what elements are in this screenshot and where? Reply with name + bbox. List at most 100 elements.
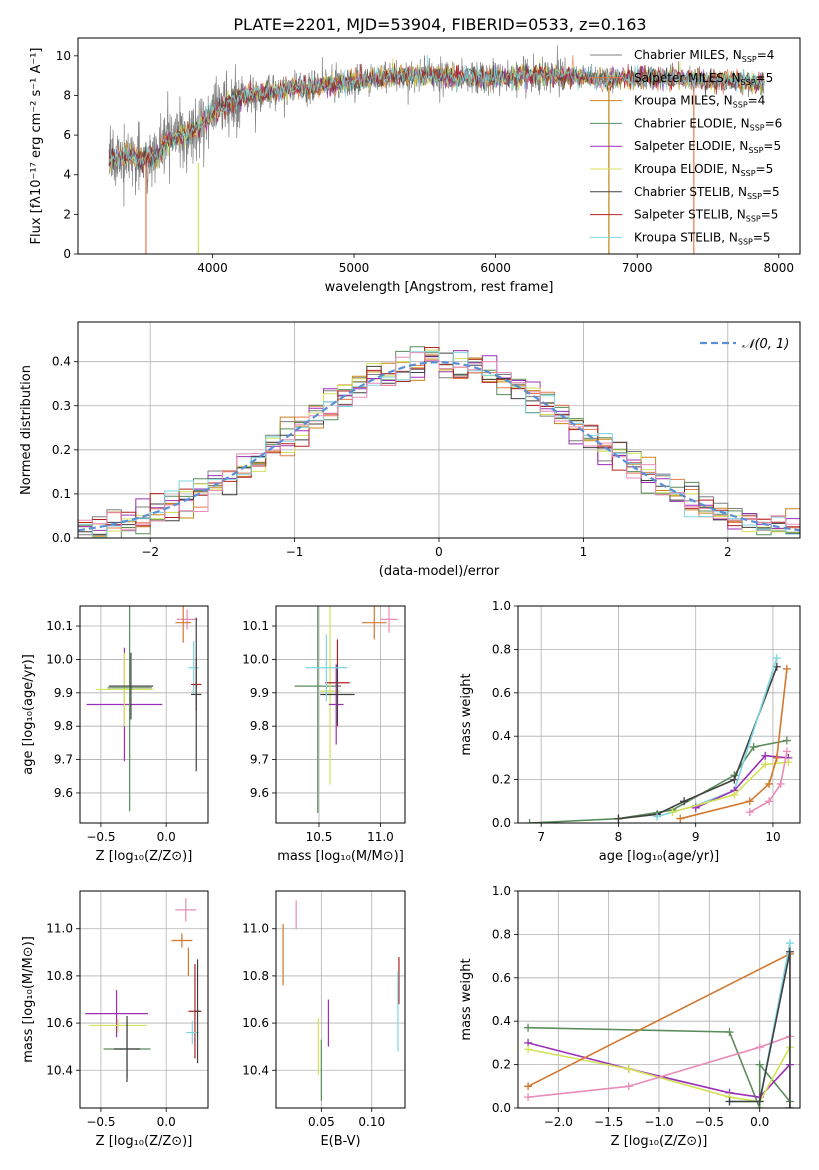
x-tick-label: 10.5	[306, 830, 333, 844]
x-axis-label: Z [log₁₀(Z/Z⊙)]	[96, 849, 193, 864]
series-marker	[725, 1097, 734, 1106]
data-point	[175, 898, 197, 922]
x-tick-label: 0.0	[157, 1115, 176, 1129]
series-marker	[745, 808, 754, 817]
y-tick-label: 9.6	[250, 786, 269, 800]
legend-entry: Chabrier ELODIE, NSSP=6	[634, 116, 782, 132]
series-marker	[782, 736, 791, 745]
y-tick-label: 0.0	[492, 816, 511, 830]
legend-suffix: =6	[765, 116, 783, 130]
legend-entry: Kroupa ELODIE, NSSP=5	[634, 162, 773, 178]
plot-area	[78, 346, 800, 538]
data-point	[191, 617, 202, 772]
x-tick-label: 2	[724, 545, 732, 559]
series-marker	[524, 1045, 533, 1054]
series-marker	[765, 797, 774, 806]
data-point	[176, 609, 198, 630]
x-axis-label: age [log₁₀(age/yr)]	[599, 849, 720, 864]
y-tick-label: 8	[63, 88, 71, 102]
data-point	[185, 1020, 199, 1045]
data-point	[89, 1018, 147, 1033]
y-tick-label: 9.9	[250, 686, 269, 700]
data-point	[194, 959, 201, 1064]
plot-area	[524, 939, 794, 1108]
axes-frame	[79, 605, 209, 824]
series-marker	[782, 664, 791, 673]
legend-label: Salpeter STELIB, N	[634, 208, 746, 222]
legend-label: Chabrier STELIB, N	[634, 185, 747, 199]
y-tick-label: 0	[63, 247, 71, 261]
model-spectrum-salpeter-stelib	[108, 62, 765, 174]
x-tick-label: 1	[580, 545, 588, 559]
x-axis-label: (data-model)/error	[379, 564, 500, 579]
y-tick-label: 10.0	[242, 652, 269, 666]
x-tick-label: 6000	[480, 261, 511, 275]
series-marker	[614, 814, 623, 823]
x-tick-label: 4000	[197, 261, 228, 275]
y-axis-label: mass weight	[459, 673, 474, 755]
data-point	[328, 664, 344, 745]
axes-frame	[275, 605, 406, 824]
y-tick-label: 1.0	[492, 884, 511, 898]
series-marker	[772, 753, 781, 762]
x-axis-label: mass [log₁₀(M/M⊙)]	[277, 849, 404, 864]
panel-mass_vs_Z: −0.5 0.0 10.4 10.6 10.8 11.0 Z [log₁₀(Z/Z⊙)] ma…	[21, 890, 209, 1149]
y-tick-label: 9.7	[250, 753, 269, 767]
y-tick-label: 10.8	[242, 969, 269, 983]
y-axis-label: Normed distribution	[19, 365, 34, 495]
x-tick-label: 7	[537, 830, 545, 844]
y-axis-label: mass weight	[459, 958, 474, 1040]
data-point	[380, 606, 398, 633]
y-tick-label: 10.8	[46, 969, 73, 983]
x-tick-label: 0.0	[750, 1115, 769, 1129]
axes-frame	[517, 890, 801, 1109]
x-tick-label: −2.0	[544, 1115, 573, 1129]
x-tick-label: 9	[692, 830, 700, 844]
y-tick-label: 0.8	[492, 642, 511, 656]
legend-entry: Chabrier STELIB, NSSP=5	[634, 185, 780, 201]
legend-entry: Salpeter STELIB, NSSP=5	[634, 208, 778, 224]
legend-label: Salpeter ELODIE, N	[634, 139, 748, 153]
series-marker	[755, 1060, 764, 1069]
axes-frame	[77, 37, 801, 255]
legend-entry: Chabrier MILES, NSSP=4	[634, 48, 774, 64]
legend-entry: Kroupa STELIB, NSSP=5	[634, 230, 771, 246]
legend-entry: Kroupa MILES, NSSP=4	[634, 94, 765, 110]
series-marker	[680, 797, 689, 806]
series-marker	[755, 1097, 764, 1106]
series-marker	[782, 747, 791, 756]
data-point	[175, 606, 192, 643]
mass-weight-series-line	[618, 666, 778, 820]
y-tick-label: 0.4	[492, 1014, 511, 1028]
x-tick-label: −0.5	[695, 1115, 724, 1129]
y-tick-label: 0.6	[492, 686, 511, 700]
mass-weight-series-line	[528, 1035, 791, 1098]
axes-frame	[77, 321, 801, 539]
legend-suffix: =5	[761, 208, 779, 222]
legend-subscript: SSP	[738, 237, 753, 246]
data-point	[305, 634, 348, 702]
plot-area	[294, 606, 398, 813]
legend-suffix: =4	[748, 94, 766, 108]
plot-area	[282, 900, 400, 1101]
y-tick-label: 0.2	[52, 443, 71, 457]
series-marker	[524, 1082, 533, 1091]
data-point	[85, 990, 148, 1038]
series-marker	[785, 939, 794, 948]
panel-massweight_vs_age: 7 8 9 10 0.0 0.2 0.4 0.6 0.8 1.0 age [log₁₀(age/yr…	[459, 599, 801, 864]
x-tick-label: −0.5	[86, 1115, 115, 1129]
y-tick-label: 11.0	[242, 922, 269, 936]
y-tick-label: 1.0	[492, 599, 511, 613]
legend-label: Kroupa MILES, N	[634, 94, 733, 108]
data-point	[171, 933, 193, 948]
y-tick-label: 10.6	[46, 1016, 73, 1030]
series-marker	[761, 760, 770, 769]
y-tick-label: 0.6	[492, 971, 511, 985]
mass-weight-series-line	[672, 761, 789, 813]
series-marker	[524, 1023, 533, 1032]
x-tick-label: −1.5	[594, 1115, 623, 1129]
y-tick-label: 4	[63, 168, 71, 182]
series-marker	[765, 779, 774, 788]
y-tick-label: 6	[63, 128, 71, 142]
